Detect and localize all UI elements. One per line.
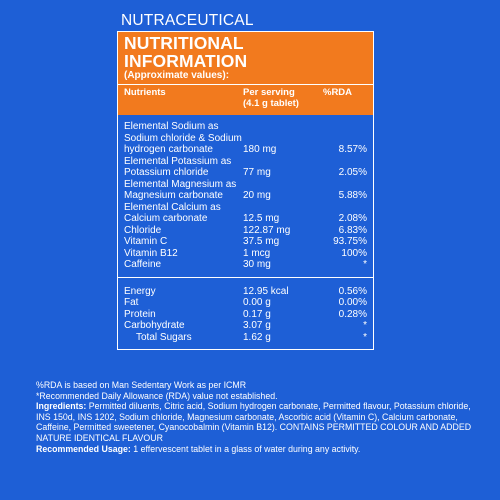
- column-header-serving-line1: Per serving: [243, 87, 295, 98]
- nutrient-name-line: Vitamin C: [124, 236, 168, 247]
- nutrient-row: Elemental Potassium as Potassium chloride…: [124, 156, 367, 179]
- nutrient-row: Vitamin B12 1 mcg 100%: [124, 248, 367, 260]
- nutrient-row: Total Sugars 1.62 g *: [124, 332, 367, 344]
- nutrient-row: Fat 0.00 g 0.00%: [124, 297, 367, 309]
- column-header-nutrients: Nutrients: [124, 87, 166, 98]
- nutrient-name-line: Vitamin B12: [124, 247, 178, 259]
- nutrient-rda: 0.28%: [338, 308, 367, 320]
- column-header-row: Nutrients Per serving (4.1 g tablet) %RD…: [118, 84, 373, 115]
- panel-subtitle: (Approximate values):: [124, 70, 230, 81]
- nutrient-row: Protein 0.17 g 0.28%: [124, 309, 367, 321]
- nutrient-name-line: Chloride: [124, 224, 162, 236]
- nutrient-rda: 8.57%: [338, 144, 367, 155]
- ingredients-label: Ingredients:: [36, 401, 87, 412]
- nutrient-row: Elemental Magnesium as Magnesium carbonat…: [124, 179, 367, 202]
- nutrient-group-energy: Energy 12.95 kcal 0.56% Fat 0.00 g 0.00% Prote…: [124, 286, 367, 344]
- nutrient-name: Chloride: [124, 225, 243, 237]
- nutrient-rda: *: [363, 320, 367, 331]
- nutrition-panel: NUTRITIONAL INFORMATION (Approximate val…: [117, 31, 374, 350]
- nutrient-name-line: Elemental Sodium as: [124, 121, 219, 132]
- nutrient-rda: *: [363, 259, 367, 270]
- nutrient-rda: 0.56%: [338, 285, 367, 297]
- nutrient-amount: 1 mcg: [243, 247, 271, 259]
- nutrient-amount: 180 mg: [243, 144, 277, 155]
- usage-note: Recommended Usage: 1 effervescent tablet…: [36, 444, 476, 455]
- nutrient-rda: 2.08%: [338, 213, 367, 224]
- ingredients-text: Permitted diluents, Citric acid, Sodium …: [36, 401, 472, 443]
- column-header-serving-line2: (4.1 g tablet): [243, 98, 299, 109]
- nutrient-amount: 0.00 g: [243, 297, 271, 308]
- nutrient-name: Elemental Calcium as Calcium carbonate: [124, 202, 243, 225]
- nutrient-name-line: Calcium carbonate: [124, 213, 208, 224]
- label-notes: %RDA is based on Man Sedentary Work as p…: [36, 380, 476, 454]
- column-header-serving: Per serving (4.1 g tablet): [243, 87, 315, 112]
- nutrient-amount: 0.17 g: [243, 308, 271, 320]
- nutrient-rda: 2.05%: [338, 167, 367, 178]
- nutrient-name: Energy: [124, 285, 156, 297]
- nutrient-name-line: hydrogen carbonate: [124, 144, 213, 155]
- nutrient-name: Carbohydrate: [124, 320, 185, 331]
- nutrient-name: Protein: [124, 308, 156, 320]
- nutrient-row: Vitamin C 37.5 mg 93.75%: [124, 236, 367, 248]
- nutrient-name-line: Elemental Calcium as: [124, 201, 221, 213]
- nutrient-row: Elemental Sodium as Sodium chloride & Sod…: [124, 121, 367, 156]
- nutrient-group-minerals: Elemental Sodium as Sodium chloride & Sod…: [124, 121, 367, 271]
- nutrient-name-line: Magnesium carbonate: [124, 190, 223, 201]
- nutrient-rda: 100%: [341, 247, 367, 259]
- nutrient-amount: 12.5 mg: [243, 213, 280, 224]
- nutrient-name-line: Sodium chloride & Sodium: [124, 132, 242, 144]
- product-category: NUTRACEUTICAL: [121, 12, 254, 29]
- nutrient-amount: 37.5 mg: [243, 236, 280, 247]
- usage-text: 1 effervescent tablet in a glass of wate…: [130, 443, 361, 454]
- nutrient-row: Chloride 122.87 mg 6.83%: [124, 225, 367, 237]
- nutrient-name: Elemental Magnesium as Magnesium carbonat…: [124, 179, 243, 202]
- nutrient-name-line: Caffeine: [124, 259, 162, 270]
- nutrient-row: Caffeine 30 mg *: [124, 259, 367, 271]
- column-header-rda: %RDA: [323, 87, 353, 98]
- nutrient-name: Vitamin C: [124, 236, 243, 248]
- nutrient-name-line: Potassium chloride: [124, 167, 209, 178]
- nutrient-name: Total Sugars: [136, 331, 192, 343]
- nutrient-rda: *: [363, 331, 367, 343]
- panel-header: NUTRITIONAL INFORMATION (Approximate val…: [118, 32, 373, 84]
- rda-basis-note: %RDA is based on Man Sedentary Work as p…: [36, 380, 247, 390]
- nutrient-name: Elemental Sodium as Sodium chloride & Sod…: [124, 121, 243, 156]
- nutrient-rda: 93.75%: [333, 236, 367, 247]
- nutrient-row: Carbohydrate 3.07 g *: [124, 320, 367, 332]
- nutrient-amount: 3.07 g: [243, 320, 271, 331]
- nutrient-amount: 30 mg: [243, 259, 271, 270]
- nutrient-rda: 5.88%: [338, 190, 367, 201]
- nutrient-row: Energy 12.95 kcal 0.56%: [124, 286, 367, 298]
- nutrient-rda: 0.00%: [338, 297, 367, 308]
- nutrient-amount: 1.62 g: [243, 331, 271, 343]
- nutrient-row: Elemental Calcium as Calcium carbonate 12.…: [124, 202, 367, 225]
- usage-label: Recommended Usage:: [36, 443, 131, 454]
- nutrient-amount: 122.87 mg: [243, 224, 291, 236]
- nutrient-name: Elemental Potassium as Potassium chloride: [124, 156, 243, 179]
- table-divider: [118, 276, 373, 278]
- nutrient-amount: 77 mg: [243, 167, 271, 178]
- nutrient-name-line: Elemental Potassium as: [124, 155, 232, 167]
- ingredients-note: Ingredients: Permitted diluents, Citric …: [36, 401, 476, 443]
- nutrient-amount: 12.95 kcal: [243, 285, 289, 297]
- nutrient-name-line: Elemental Magnesium as: [124, 178, 237, 190]
- panel-title: NUTRITIONAL INFORMATION: [124, 33, 248, 71]
- nutrient-rda: 6.83%: [338, 224, 367, 236]
- rda-missing-note: *Recommended Daily Allowance (RDA) value…: [36, 390, 278, 401]
- nutrient-name: Vitamin B12: [124, 248, 243, 260]
- nutrient-name: Caffeine: [124, 259, 243, 271]
- nutrient-rows: Elemental Sodium as Sodium chloride & Sod…: [118, 115, 373, 349]
- nutrient-name: Fat: [124, 297, 139, 308]
- nutrient-amount: 20 mg: [243, 190, 271, 201]
